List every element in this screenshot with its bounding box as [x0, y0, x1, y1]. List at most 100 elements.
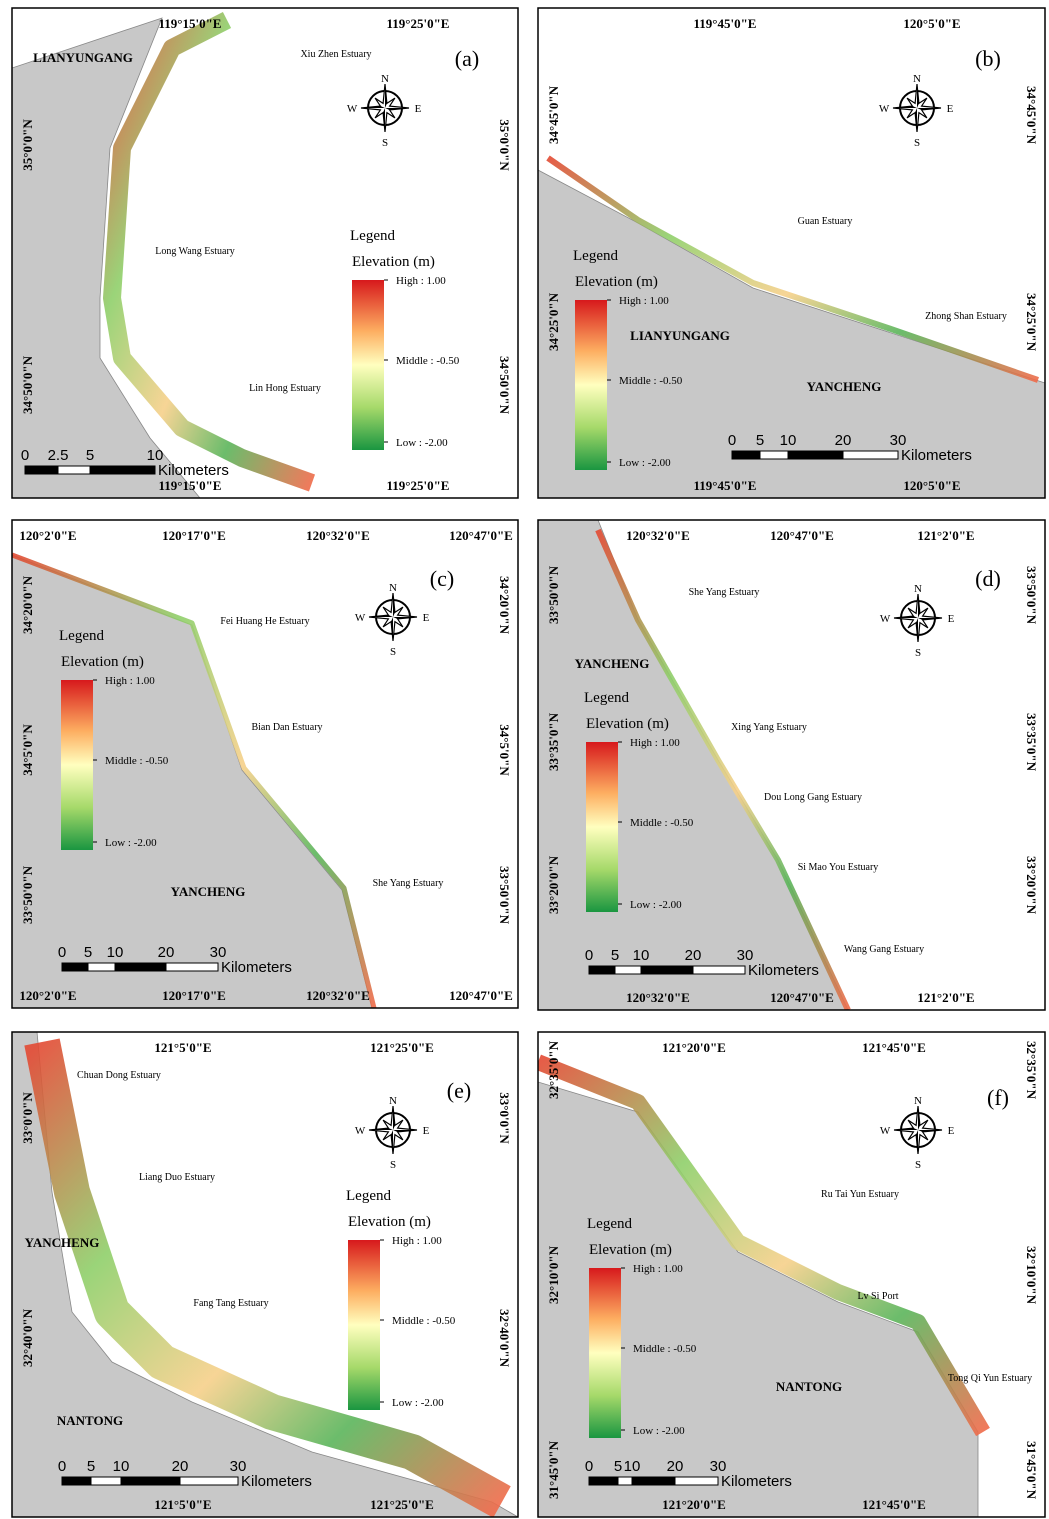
- compass-letter: S: [382, 137, 388, 149]
- lon-label-bottom: 120°47'0"E: [770, 990, 834, 1005]
- compass: N W E S: [355, 1095, 430, 1171]
- scale-segment: [759, 450, 789, 460]
- legend-label: High : 1.00: [105, 675, 155, 687]
- legend-label: Low : -2.00: [633, 1425, 685, 1437]
- place-name: YANCHENG: [807, 379, 882, 394]
- lon-label-top: 119°25'0"E: [387, 16, 450, 31]
- scale-tick-label: 20: [667, 1458, 684, 1475]
- compass-point: [917, 84, 919, 108]
- compass-letter: N: [914, 1095, 922, 1107]
- compass-point: [918, 1106, 920, 1130]
- lon-label-top: 120°5'0"E: [903, 16, 960, 31]
- compass-letter: S: [915, 647, 921, 659]
- estuary-name: Dou Long Gang Estuary: [764, 792, 862, 803]
- coastal-elevation: [538, 1054, 990, 1437]
- panel-label: (e): [447, 1078, 471, 1103]
- lon-label-top: 119°45'0"E: [694, 16, 757, 31]
- place-name: NANTONG: [57, 1413, 123, 1428]
- legend-label: Middle : -0.50: [105, 755, 169, 767]
- lat-label-left: 34°25'0"N: [546, 292, 561, 351]
- scale-segment: [114, 962, 167, 972]
- compass-letter: N: [913, 73, 921, 85]
- legend-label: High : 1.00: [392, 1235, 442, 1247]
- compass-point: [391, 1130, 393, 1154]
- scale-tick-label: 5: [614, 1458, 622, 1475]
- compass-point: [918, 618, 942, 620]
- compass-letter: W: [880, 613, 891, 625]
- compass-letter: E: [947, 103, 954, 115]
- map-panel: 119°15'0"E 119°15'0"E 119°25'0"E 119°25'0"E…: [11, 7, 519, 499]
- legend-label: Middle : -0.50: [396, 355, 460, 367]
- scale-tick-label: 20: [172, 1458, 189, 1475]
- estuary-name: Fang Tang Estuary: [193, 1298, 268, 1309]
- estuary-name: Zhong Shan Estuary: [925, 311, 1007, 322]
- lat-label-left: 34°50'0"N: [20, 355, 35, 414]
- compass-letter: E: [423, 1125, 430, 1137]
- compass-letter: N: [914, 583, 922, 595]
- scale-segment: [614, 965, 642, 975]
- scale-tick-label: 30: [210, 944, 227, 961]
- estuary-name: Xiu Zhen Estuary: [300, 49, 371, 60]
- place-name: LIANYUNGANG: [33, 50, 133, 65]
- scale-tick-label: 5: [756, 432, 764, 449]
- estuary-name: Chuan Dong Estuary: [77, 1070, 161, 1081]
- legend-title: Legend: [59, 628, 104, 644]
- legend-label: Low : -2.00: [105, 837, 157, 849]
- color-bar: [352, 280, 384, 450]
- legend-label: High : 1.00: [633, 1263, 683, 1275]
- scale-tick-label: 20: [835, 432, 852, 449]
- legend-label: High : 1.00: [619, 295, 669, 307]
- lat-label-right: 35°0'0"N: [497, 119, 512, 171]
- compass-point: [915, 108, 917, 132]
- lat-label-right: 32°35'0"N: [1024, 1041, 1039, 1100]
- compass-point: [369, 1128, 393, 1130]
- lat-label-left: 32°40'0"N: [20, 1308, 35, 1367]
- compass-point: [393, 1106, 395, 1130]
- lat-label-right: 34°50'0"N: [497, 356, 512, 415]
- scale-tick-label: 20: [685, 947, 702, 964]
- coastal-elevation: [546, 155, 1039, 383]
- lon-label-top: 121°45'0"E: [862, 1040, 926, 1055]
- lon-label-bottom: 121°45'0"E: [862, 1497, 926, 1512]
- legend-label: Middle : -0.50: [630, 817, 694, 829]
- compass: N W E S: [880, 583, 955, 659]
- compass-letter: W: [880, 1125, 891, 1137]
- place-name: YANCHENG: [25, 1235, 100, 1250]
- map-panel: 119°45'0"E 119°45'0"E 120°5'0"E 120°5'0"E 34…: [537, 7, 1046, 499]
- scale-unit: Kilometers: [241, 1473, 312, 1490]
- compass-letter: W: [355, 612, 366, 624]
- coastal-elevation: [103, 11, 316, 492]
- lon-label-bottom: 120°47'0"E: [449, 988, 513, 1003]
- legend-label: Low : -2.00: [619, 457, 671, 469]
- scale-segment: [120, 1476, 181, 1486]
- compass-letter: E: [948, 1125, 955, 1137]
- lat-label-left: 34°5'0"N: [20, 724, 35, 776]
- scale-tick-label: 0: [58, 944, 66, 961]
- place-name: YANCHENG: [171, 884, 246, 899]
- scale-segment: [165, 962, 219, 972]
- compass-point: [918, 594, 920, 618]
- compass-letter: S: [914, 137, 920, 149]
- lon-label-bottom: 120°32'0"E: [626, 990, 690, 1005]
- scale-unit: Kilometers: [748, 962, 819, 979]
- legend-label: Middle : -0.50: [619, 375, 683, 387]
- legend-label: Middle : -0.50: [633, 1343, 697, 1355]
- legend-label: Low : -2.00: [396, 437, 448, 449]
- scale-segment: [61, 962, 89, 972]
- scale-unit: Kilometers: [901, 447, 972, 464]
- legend-subtitle: Elevation (m): [586, 716, 669, 732]
- scale-tick-label: 10: [633, 947, 650, 964]
- lon-label-top: 121°25'0"E: [370, 1040, 434, 1055]
- lat-label-right: 32°40'0"N: [497, 1309, 512, 1368]
- panel-label: (f): [987, 1085, 1009, 1110]
- lat-label-left: 32°10'0"N: [546, 1245, 561, 1304]
- compass-point: [393, 593, 395, 617]
- lat-label-right: 32°10'0"N: [1024, 1246, 1039, 1305]
- scale-segment: [57, 465, 91, 475]
- panel-frame: [537, 7, 1046, 499]
- lat-label-right: 33°20'0"N: [1024, 856, 1039, 915]
- scale-segment: [24, 465, 59, 475]
- color-bar: [61, 680, 93, 850]
- compass-point: [393, 617, 417, 619]
- scale-tick-label: 5: [86, 447, 94, 464]
